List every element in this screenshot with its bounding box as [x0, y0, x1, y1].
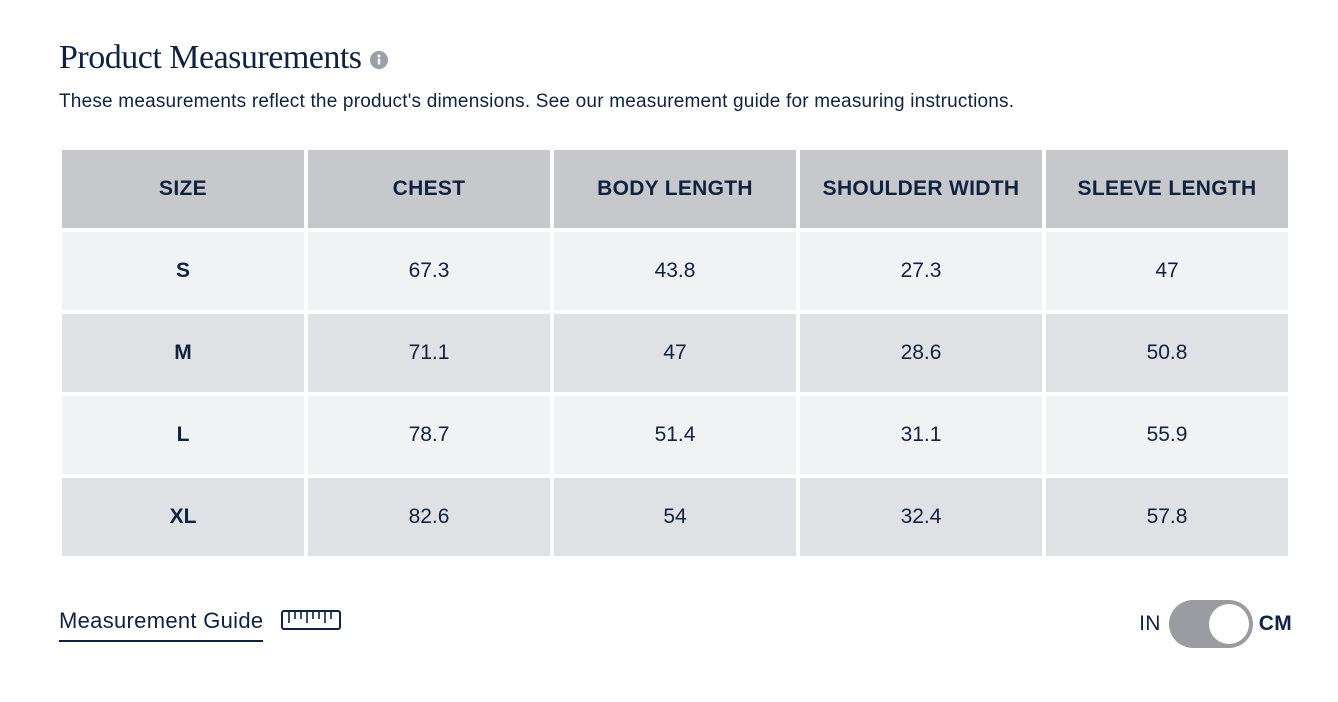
column-header-shoulder-width: SHOULDER WIDTH — [800, 150, 1042, 228]
page-subtitle: These measurements reflect the product's… — [59, 91, 1015, 112]
unit-switch-knob — [1208, 604, 1249, 644]
ruler-icon[interactable] — [281, 609, 342, 636]
table-cell-chest: 78.7 — [308, 396, 550, 474]
table-cell-size: S — [62, 232, 304, 310]
measurement-guide-row: Measurement Guide — [59, 608, 342, 642]
table-cell-shoulder-width: 31.1 — [800, 396, 1042, 474]
table-cell-size: L — [62, 396, 304, 474]
table-cell-chest: 71.1 — [308, 314, 550, 392]
table-cell-size: M — [62, 314, 304, 392]
page-title: Product Measurements — [59, 39, 362, 76]
table-cell-shoulder-width: 27.3 — [800, 232, 1042, 310]
table-cell-sleeve-length: 47 — [1046, 232, 1288, 310]
table-cell-body-length: 43.8 — [554, 232, 796, 310]
table-cell-chest: 82.6 — [308, 478, 550, 556]
measurement-guide-link[interactable]: Measurement Guide — [59, 608, 264, 642]
table-cell-sleeve-length: 55.9 — [1046, 396, 1288, 474]
unit-label-in[interactable]: IN — [1139, 612, 1161, 635]
column-header-size: SIZE — [62, 150, 304, 228]
column-header-body-length: BODY LENGTH — [554, 150, 796, 228]
unit-toggle: IN CM — [1139, 600, 1292, 648]
table-cell-body-length: 54 — [554, 478, 796, 556]
table-cell-body-length: 47 — [554, 314, 796, 392]
measurements-table: SIZE CHEST BODY LENGTH SHOULDER WIDTH SL… — [60, 148, 1290, 558]
table-cell-size: XL — [62, 478, 304, 556]
table-cell-shoulder-width: 32.4 — [800, 478, 1042, 556]
table-cell-sleeve-length: 50.8 — [1046, 314, 1288, 392]
title-row: Product Measurements — [59, 38, 1299, 78]
table-cell-chest: 67.3 — [308, 232, 550, 310]
unit-label-cm[interactable]: CM — [1258, 612, 1292, 635]
unit-switch[interactable] — [1168, 600, 1253, 648]
table-cell-shoulder-width: 28.6 — [800, 314, 1042, 392]
table-cell-sleeve-length: 57.8 — [1046, 478, 1288, 556]
info-icon[interactable] — [369, 51, 388, 69]
measurements-header: Product Measurements These measurements … — [59, 38, 1299, 112]
column-header-sleeve-length: SLEEVE LENGTH — [1046, 150, 1288, 228]
table-cell-body-length: 51.4 — [554, 396, 796, 474]
column-header-chest: CHEST — [308, 150, 550, 228]
